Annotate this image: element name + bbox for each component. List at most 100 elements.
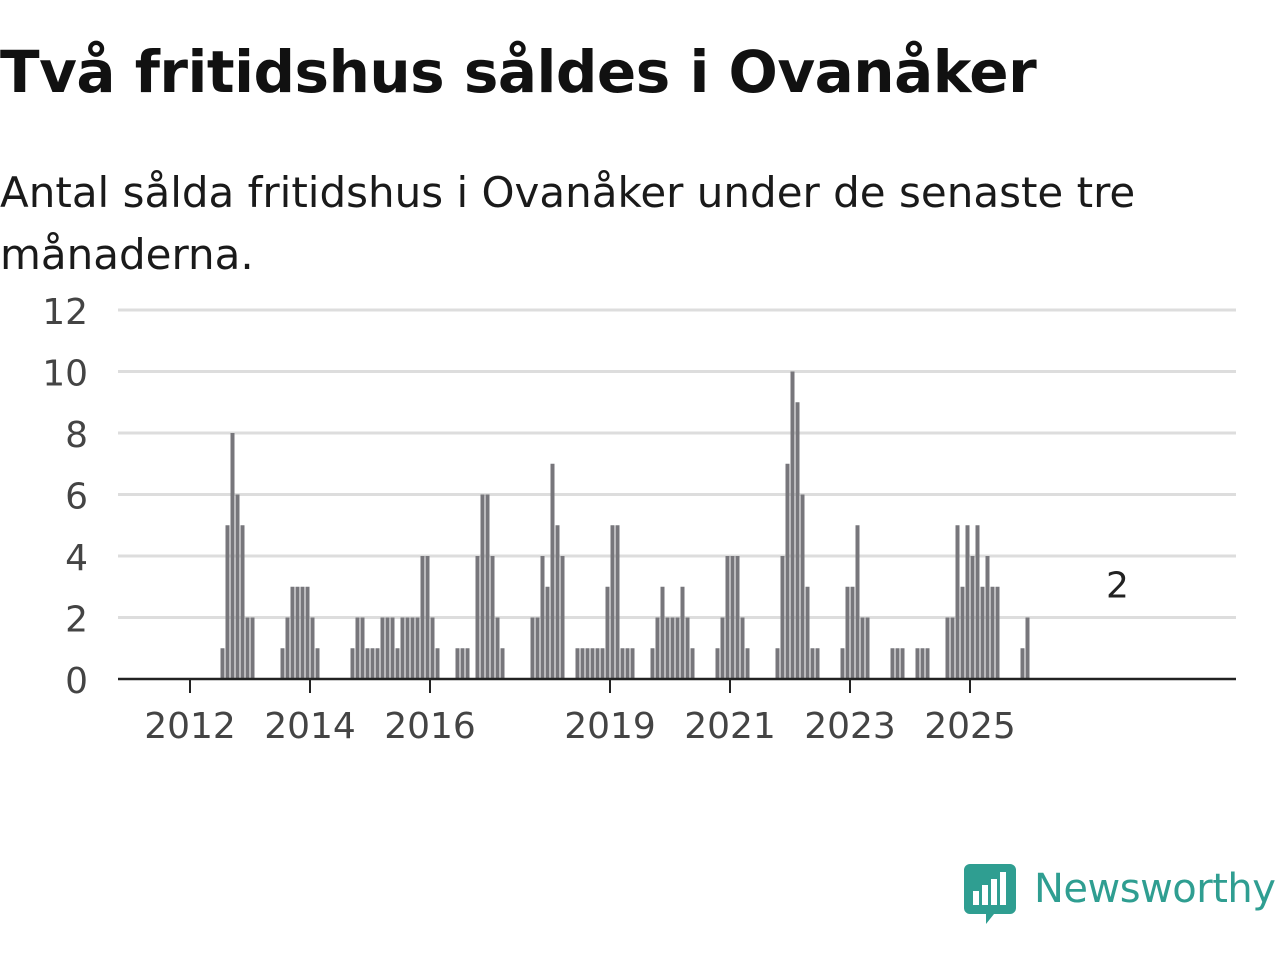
bar <box>425 556 430 679</box>
bar <box>985 556 990 679</box>
bar <box>290 586 295 679</box>
bar <box>530 617 535 679</box>
bar <box>540 556 545 679</box>
bar <box>390 617 395 679</box>
bar <box>980 586 985 679</box>
bar <box>220 648 225 679</box>
x-tick-label: 2016 <box>384 706 476 747</box>
bar <box>620 648 625 679</box>
bar <box>280 648 285 679</box>
bar <box>920 648 925 679</box>
y-tick-label: 6 <box>65 477 88 518</box>
bar <box>370 648 375 679</box>
chart-title: Två fritidshus såldes i Ovanåker <box>0 38 1037 106</box>
bar <box>400 617 405 679</box>
bar <box>775 648 780 679</box>
bars <box>220 371 1030 679</box>
x-tick-label: 2021 <box>684 706 776 747</box>
bar <box>630 648 635 679</box>
bar <box>995 586 1000 679</box>
bar <box>365 648 370 679</box>
bar <box>790 371 795 679</box>
y-tick-label: 4 <box>65 538 88 579</box>
bar <box>590 648 595 679</box>
bar <box>730 556 735 679</box>
bar <box>475 556 480 679</box>
bar <box>845 586 850 679</box>
bar <box>300 586 305 679</box>
bar <box>235 494 240 679</box>
bar <box>800 494 805 679</box>
x-axis-ticks: 2012 2014 2016 2019 2021 2023 2025 <box>144 679 1016 747</box>
bar <box>680 586 685 679</box>
chart-subtitle: Antal sålda fritidshus i Ovanåker under … <box>0 168 1136 279</box>
bar <box>480 494 485 679</box>
bar <box>895 648 900 679</box>
bar <box>410 617 415 679</box>
bar <box>575 648 580 679</box>
bar <box>725 556 730 679</box>
bar <box>925 648 930 679</box>
bar <box>975 525 980 679</box>
bar <box>600 648 605 679</box>
bar <box>965 525 970 679</box>
bar <box>495 617 500 679</box>
bar <box>805 586 810 679</box>
bar <box>665 617 670 679</box>
bar <box>250 617 255 679</box>
bar <box>915 648 920 679</box>
data-label-latest: 2 <box>1106 566 1129 607</box>
bar-chart: 0 2 4 6 8 10 12 2012 2014 2016 2019 2021 2023 2025 2 <box>42 292 1236 747</box>
y-tick-label: 12 <box>42 292 88 333</box>
bar <box>715 648 720 679</box>
bar <box>720 617 725 679</box>
bar <box>310 617 315 679</box>
x-tick-label: 2012 <box>144 706 236 747</box>
bar <box>860 617 865 679</box>
bar <box>1020 648 1025 679</box>
bar <box>305 586 310 679</box>
bar <box>550 463 555 679</box>
bar <box>655 617 660 679</box>
brand-name: Newsworthy <box>1034 866 1276 912</box>
y-tick-label: 10 <box>42 354 88 395</box>
x-tick-label: 2014 <box>264 706 356 747</box>
bar <box>295 586 300 679</box>
bar <box>555 525 560 679</box>
bar <box>580 648 585 679</box>
bar <box>585 648 590 679</box>
bar <box>355 617 360 679</box>
bar <box>485 494 490 679</box>
bar <box>950 617 955 679</box>
newsworthy-logo: Newsworthy <box>964 864 1276 928</box>
bar <box>660 586 665 679</box>
data-labels: 2 <box>1106 566 1129 607</box>
bar <box>810 648 815 679</box>
bar <box>615 525 620 679</box>
bar <box>415 617 420 679</box>
bar <box>625 648 630 679</box>
bar <box>840 648 845 679</box>
bar <box>240 525 245 679</box>
bar <box>685 617 690 679</box>
bar <box>690 648 695 679</box>
bar <box>375 648 380 679</box>
bar <box>890 648 895 679</box>
newsworthy-logo-icon <box>964 864 1016 924</box>
bar <box>360 617 365 679</box>
bar <box>675 617 680 679</box>
bar <box>460 648 465 679</box>
y-tick-label: 2 <box>65 600 88 641</box>
bar <box>465 648 470 679</box>
bar <box>380 617 385 679</box>
bar <box>595 648 600 679</box>
bar <box>430 617 435 679</box>
bar <box>855 525 860 679</box>
bar <box>420 556 425 679</box>
bar <box>740 617 745 679</box>
bar <box>815 648 820 679</box>
bar <box>455 648 460 679</box>
bar <box>670 617 675 679</box>
bar <box>850 586 855 679</box>
bar <box>395 648 400 679</box>
